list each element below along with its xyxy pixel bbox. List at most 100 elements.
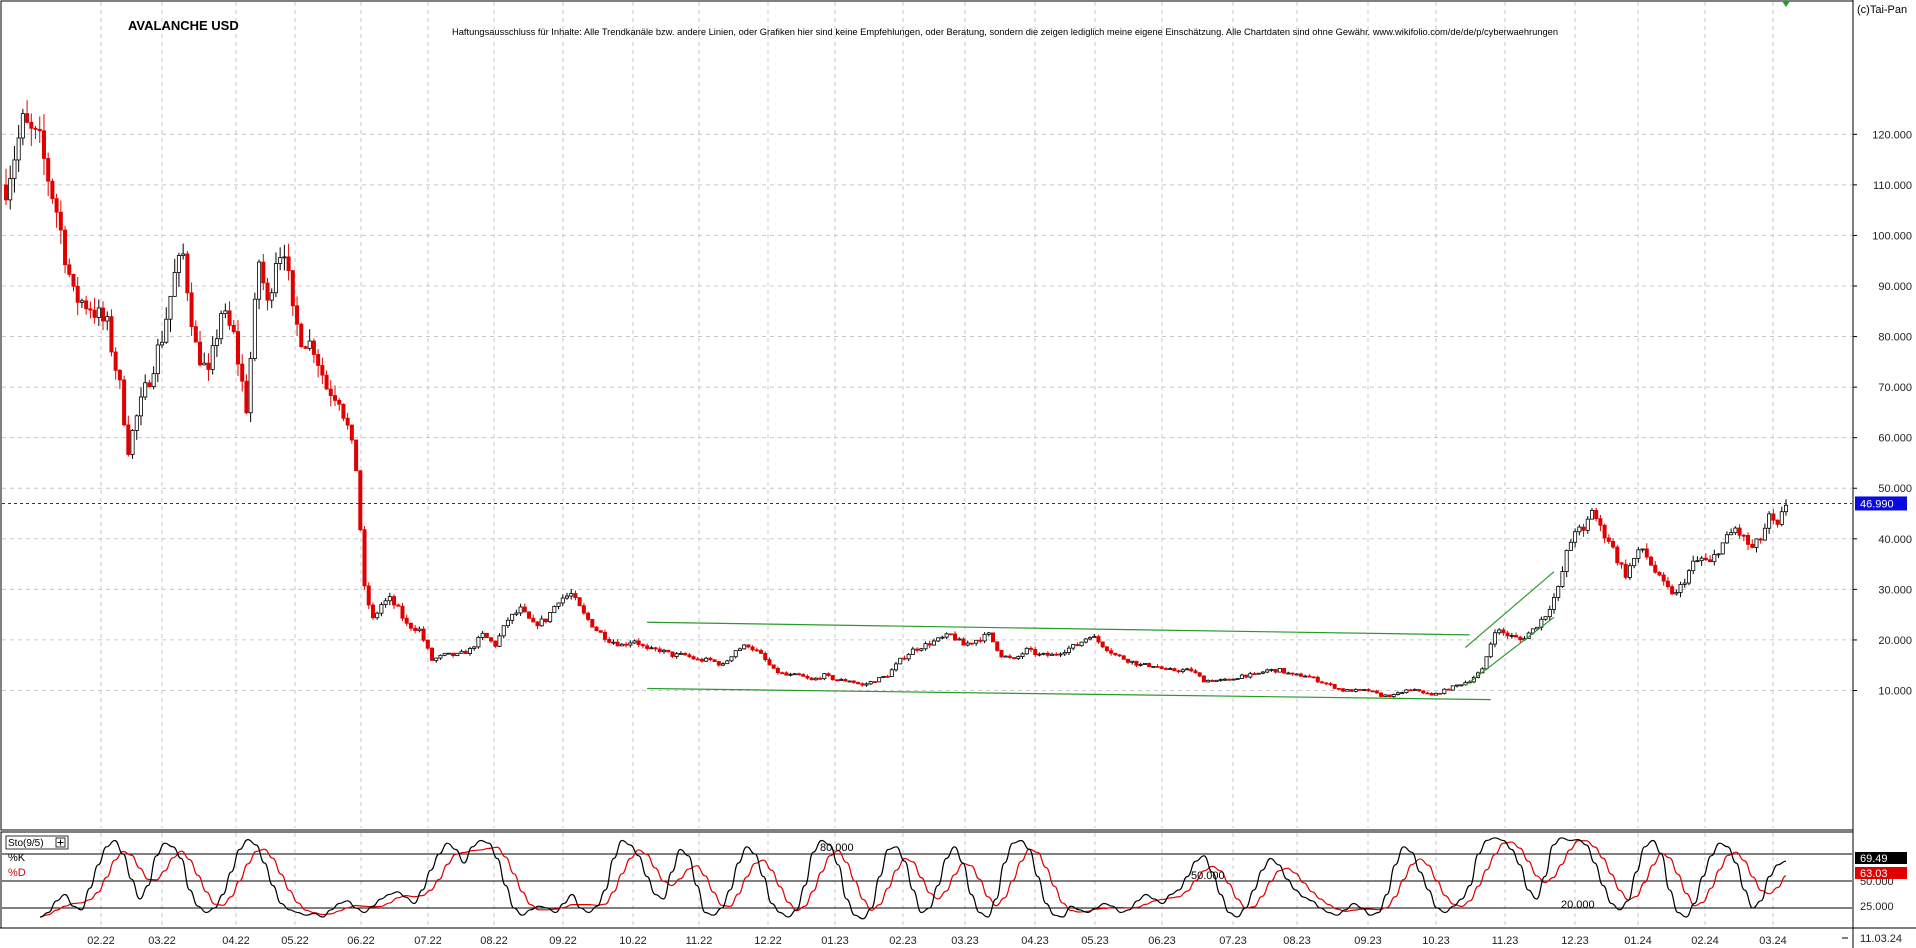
candle-body [1092, 636, 1097, 639]
candle-body [1682, 582, 1687, 585]
candle-body [742, 644, 747, 650]
y-tick-label: 110.000 [1873, 180, 1912, 192]
candle-body [1615, 546, 1620, 564]
candle-body [354, 439, 359, 472]
candle-body [1606, 537, 1611, 542]
candle-body [1379, 692, 1384, 697]
candle-body [408, 622, 413, 629]
candle-body [721, 663, 726, 666]
candle-body [227, 310, 232, 326]
candle-body [1374, 690, 1379, 694]
copyright-label: (c)Tai-Pan [1857, 4, 1907, 16]
candle-body [379, 604, 384, 614]
candle-body [1573, 531, 1578, 543]
last-price-label: 46.990 [1860, 498, 1894, 510]
candle-body [151, 373, 156, 388]
candle-body [463, 650, 468, 654]
candle-body [733, 650, 738, 658]
candle-body [37, 128, 42, 132]
candle-body [1746, 534, 1751, 545]
candle-body [801, 674, 806, 677]
expand-plus-icon[interactable] [55, 837, 66, 848]
candle-body [1556, 586, 1561, 598]
candle-body [198, 341, 203, 366]
candle-body [1197, 672, 1202, 677]
time-axis: 02.22 03.22 04.22 05.22 06.22 07.22 08.22 09.22… [87, 935, 1787, 947]
candle-body [113, 351, 118, 371]
candle-body [1206, 679, 1211, 683]
candle-body [607, 638, 612, 643]
candle-body [1450, 685, 1455, 691]
candle-body [295, 305, 300, 325]
candle-body [1703, 557, 1708, 561]
candle-body [1210, 679, 1215, 682]
candle-body [1589, 509, 1594, 520]
candle-body [58, 211, 63, 231]
candle-body [20, 113, 25, 139]
y-tick-label: 60.000 [1878, 433, 1912, 445]
candle-body [1771, 513, 1776, 521]
trend-line-uptrend-upper[interactable] [1465, 571, 1555, 648]
candle-body [1421, 690, 1426, 694]
candle-body [1433, 692, 1438, 696]
candle-body [535, 621, 540, 627]
scroll-marker-icon[interactable] [1782, 1, 1790, 7]
grid [2, 2, 1852, 927]
candle-body [1581, 526, 1586, 531]
candle-body [206, 362, 211, 370]
candle-body [1328, 683, 1333, 686]
candle-body [1518, 636, 1523, 641]
candle-body [1303, 675, 1308, 678]
candle-body [252, 298, 257, 359]
candle-body [666, 649, 671, 653]
trend-line-channel-upper[interactable] [647, 621, 1470, 636]
candle-body [286, 256, 291, 272]
candle-body [79, 300, 84, 303]
candle-body [1341, 688, 1346, 692]
candle-body [1442, 688, 1447, 694]
candle-body [906, 654, 911, 660]
candle-body [122, 379, 127, 426]
candle-body [1775, 519, 1780, 525]
x-tick-label: 04.22 [222, 935, 250, 947]
trend-line-uptrend-lower[interactable] [1465, 616, 1555, 686]
legend-k: %K [8, 852, 26, 864]
stoch-k-line [39, 837, 1787, 920]
candle-body [202, 362, 207, 366]
candle-body [46, 158, 51, 182]
last-price-box [1855, 496, 1907, 511]
candle-body [864, 683, 869, 686]
candle-body [670, 651, 675, 657]
candle-body [940, 636, 945, 639]
candle-body [986, 632, 991, 635]
candle-body [214, 338, 219, 347]
candle-body [716, 661, 721, 666]
indicator-label-box[interactable] [5, 835, 69, 850]
candle-body [278, 257, 283, 264]
candle-body [193, 326, 198, 343]
x-tick-label: 10.22 [619, 935, 647, 947]
candle-body [383, 600, 388, 605]
candle-body [1644, 548, 1649, 558]
candle-body [1079, 641, 1084, 647]
candle-body [1311, 676, 1316, 679]
candle-body [1180, 669, 1185, 673]
candle-body [1066, 647, 1071, 653]
candle-body [1598, 518, 1603, 526]
candle-body [1218, 679, 1223, 681]
candle-body [1724, 534, 1729, 544]
x-tick-label: 12.23 [1561, 935, 1589, 947]
candle-body [1779, 511, 1784, 525]
trend-line-channel-lower[interactable] [647, 687, 1491, 701]
candle-body [105, 316, 110, 322]
candle-body [1282, 668, 1287, 674]
x-tick-label: 11.22 [686, 935, 713, 947]
candle-body [1054, 653, 1059, 656]
candle-body [269, 292, 274, 301]
level-80-label: 80.000 [820, 842, 854, 854]
candle-body [425, 639, 430, 649]
candle-body [168, 295, 173, 320]
candle-body [923, 643, 928, 650]
candle-body [847, 680, 852, 683]
candle-body [953, 633, 958, 641]
